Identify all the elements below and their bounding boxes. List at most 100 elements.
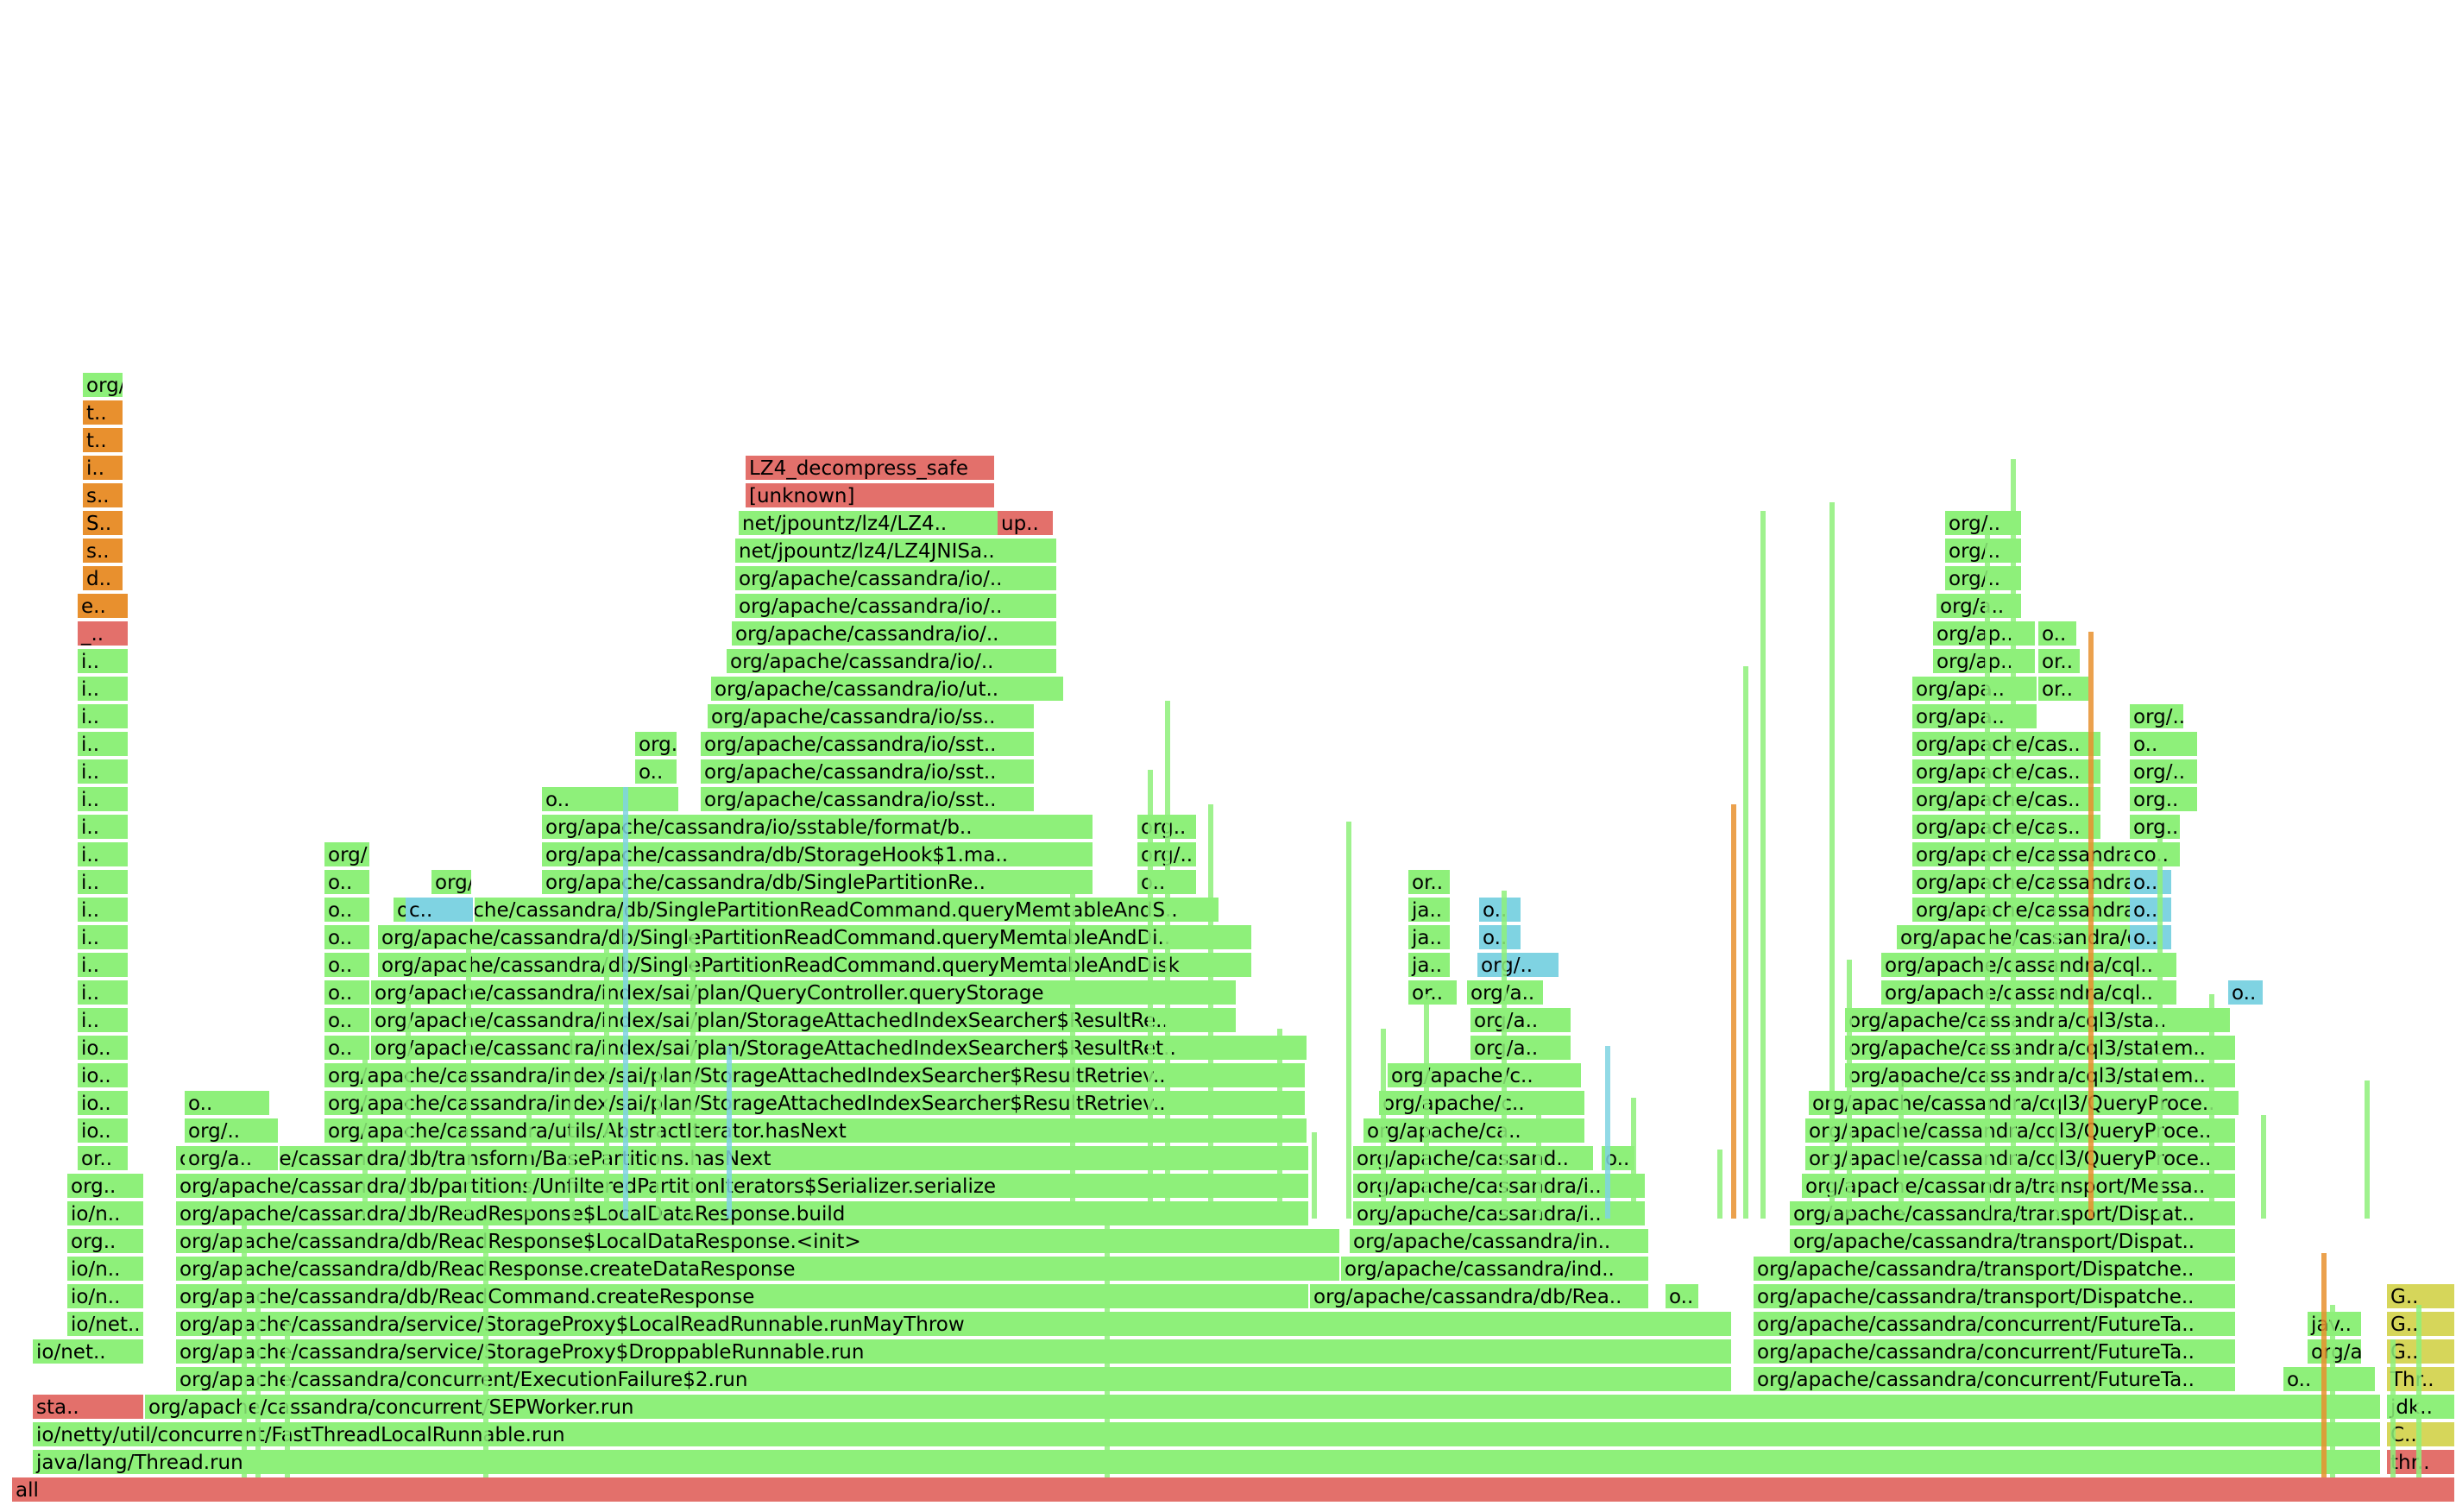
flame-frame[interactable]: org/apache/cassandra/cql3/statem.. <box>1845 1063 2237 1089</box>
flame-frame[interactable]: org/apache/cassandra/io/ut.. <box>711 677 1065 702</box>
flame-frame[interactable]: java/lang/Thread.run <box>33 1450 2382 1476</box>
flame-frame[interactable]: org/a.. <box>83 373 124 399</box>
flame-frame[interactable]: org/apache/cassandra/concurrent/SEPWorke… <box>145 1395 2382 1421</box>
flame-frame[interactable]: Thr.. <box>2387 1367 2456 1393</box>
flame-frame[interactable]: s.. <box>83 539 124 564</box>
flame-frame[interactable]: org/apache/cas.. <box>1912 759 2102 785</box>
flame-frame[interactable]: org/apache/cassandra/cql3/statem.. <box>1845 1036 2237 1062</box>
flame-frame[interactable]: s.. <box>83 483 124 509</box>
flame-frame[interactable]: org/apache/cassandra/db/transform/BasePa… <box>176 1146 1310 1172</box>
flame-frame[interactable]: org/apache/cassandra/service/StorageProx… <box>176 1312 1733 1338</box>
flame-frame[interactable]: org/a.. <box>1470 1036 1572 1062</box>
flame-frame[interactable]: org/apache/cassandra/i.. <box>1353 1174 1647 1200</box>
flame-frame[interactable]: org/.. <box>185 1118 280 1144</box>
flame-frame[interactable]: G.. <box>2387 1312 2456 1338</box>
flame-frame[interactable]: org/apache/cassandra/cql.. <box>1881 980 2178 1006</box>
flame-frame[interactable]: org/apache/cassandra/cql3/QueryProce.. <box>1805 1146 2237 1172</box>
flame-frame[interactable]: or.. <box>1408 870 1452 896</box>
flame-frame[interactable]: i.. <box>78 980 129 1006</box>
flame-frame[interactable]: org/.. <box>1945 511 2023 537</box>
flame-frame[interactable]: org/apache/c.. <box>1388 1063 1583 1089</box>
flame-frame[interactable]: org.. <box>2130 787 2199 813</box>
flame-frame[interactable]: org/.. <box>2130 704 2185 730</box>
flame-frame[interactable]: [unknown] <box>746 483 996 509</box>
flame-frame[interactable]: org/apache/cassandra/io/sst.. <box>701 787 1036 813</box>
flame-frame[interactable]: o.. <box>324 1008 371 1034</box>
flame-frame[interactable]: o.. <box>324 898 371 923</box>
flame-frame[interactable]: org/apache/cassandra/io/sst.. <box>701 732 1036 758</box>
flame-frame[interactable]: o.. <box>2038 621 2078 647</box>
flame-frame[interactable]: org/a.. <box>1936 594 2023 620</box>
flame-frame[interactable]: o.. <box>324 870 371 896</box>
flame-frame[interactable]: o.. <box>2130 870 2173 896</box>
flame-frame[interactable]: org/apache/cassandra/io/sstable/format/b… <box>542 815 1094 841</box>
flame-frame[interactable]: up.. <box>998 511 1055 537</box>
flame-frame[interactable]: i.. <box>78 898 129 923</box>
flame-frame[interactable]: org/apache/cassandra/db/ReadResponse.cre… <box>176 1257 1341 1282</box>
flame-frame[interactable]: org/apache/cassandra/db/partitions/Unfil… <box>176 1174 1310 1200</box>
flame-frame[interactable]: org/apache/.. <box>431 870 473 896</box>
flame-frame[interactable]: org/apache/cassandra/index/sai/plan/Quer… <box>371 980 1237 1006</box>
flame-frame[interactable]: i.. <box>78 815 129 841</box>
flame-frame[interactable]: io.. <box>78 1091 129 1117</box>
flame-frame[interactable]: o.. <box>2130 898 2173 923</box>
flame-frame[interactable]: o.. <box>1479 925 1522 951</box>
flame-frame[interactable]: org/apache/cassandra/db/SinglePartitionR… <box>394 898 1220 923</box>
flame-frame[interactable]: i.. <box>83 456 124 482</box>
flame-frame[interactable]: org/apache/cassandra/in.. <box>1350 1229 1650 1255</box>
flame-frame[interactable]: org/apache/cassandra/db/SinglePartitionR… <box>542 870 1094 896</box>
flame-frame[interactable]: io/n.. <box>67 1257 145 1282</box>
flame-frame[interactable]: i.. <box>78 842 129 868</box>
flame-frame[interactable]: jav.. <box>2308 1312 2363 1338</box>
flame-frame[interactable]: org/apache/cassandra/transport/Messa.. <box>1802 1174 2237 1200</box>
flame-frame[interactable]: org/apache/cas.. <box>1912 732 2102 758</box>
flame-frame[interactable]: net/jpountz/lz4/LZ4JNISa.. <box>735 539 1058 564</box>
flame-frame[interactable]: jdk.. <box>2387 1395 2456 1421</box>
flame-frame[interactable]: i.. <box>78 870 129 896</box>
flame-frame[interactable]: o.. <box>324 953 371 979</box>
flame-frame[interactable]: or.. <box>2038 677 2090 702</box>
flame-frame[interactable]: ja.. <box>1408 898 1452 923</box>
flame-frame[interactable]: org/.. <box>1945 566 2023 592</box>
flame-frame[interactable]: d.. <box>83 566 124 592</box>
flame-frame[interactable]: org/apache/cassandra/concurrent/Executio… <box>176 1367 1733 1393</box>
flame-frame[interactable]: org/apache/cassandra/db/SinglePartitionR… <box>378 953 1253 979</box>
flame-frame[interactable]: org/ap.. <box>2308 1339 2363 1365</box>
flame-frame[interactable]: org/apache/cassandra/cql3/QueryProce.. <box>1809 1091 2240 1117</box>
flame-frame[interactable]: org/apache/cassandra/db/ReadResponse$Loc… <box>176 1229 1341 1255</box>
flame-frame[interactable]: org/apache/cassandra/d.. <box>1897 925 2175 951</box>
flame-frame[interactable]: c.. <box>406 898 475 923</box>
flame-frame[interactable]: ja.. <box>1408 953 1452 979</box>
flame-frame[interactable]: i.. <box>78 925 129 951</box>
flame-frame[interactable]: sta.. <box>33 1395 145 1421</box>
flame-frame[interactable]: org/apache/cassandra/utils/AbstractItera… <box>324 1118 1308 1144</box>
flame-frame[interactable]: t.. <box>83 428 124 454</box>
flame-frame[interactable]: org/apache/cas.. <box>1912 787 2102 813</box>
flame-frame[interactable]: i.. <box>78 787 129 813</box>
flame-frame[interactable]: org/apache/cassandra/.. <box>1912 842 2173 868</box>
flame-frame[interactable]: net/jpountz/lz4/LZ4.. <box>739 511 1001 537</box>
flame-frame[interactable]: org/apache/cassandra/concurrent/FutureTa… <box>1754 1367 2237 1393</box>
flame-frame[interactable]: o.. <box>324 980 371 1006</box>
flame-frame[interactable]: io.. <box>78 1118 129 1144</box>
flame-frame[interactable]: thr.. <box>2387 1450 2456 1476</box>
flame-frame[interactable]: org/.. <box>2130 759 2199 785</box>
flame-frame[interactable]: all <box>12 1477 2456 1503</box>
flame-frame[interactable]: io/n.. <box>67 1201 145 1227</box>
flame-frame[interactable]: org.. <box>2130 815 2182 841</box>
flame-frame[interactable]: org/apache/cassandra/service/StorageProx… <box>176 1339 1733 1365</box>
flame-frame[interactable]: o.. <box>635 759 678 785</box>
flame-frame[interactable]: io.. <box>78 1036 129 1062</box>
flame-frame[interactable]: org/apache/cassandra/i.. <box>1353 1201 1647 1227</box>
flame-frame[interactable]: i.. <box>78 704 129 730</box>
flame-frame[interactable]: o.. <box>2130 732 2199 758</box>
flame-frame[interactable]: org/apache/cassandra/io/ss.. <box>708 704 1036 730</box>
flame-frame[interactable]: io/net.. <box>67 1312 145 1338</box>
flame-frame[interactable]: o.. <box>1666 1284 1700 1310</box>
flame-frame[interactable]: org/apache/cassand.. <box>1353 1146 1595 1172</box>
flame-frame[interactable]: org/apache/cassandra/ind.. <box>1341 1257 1650 1282</box>
flame-frame[interactable]: or.. <box>78 1146 129 1172</box>
flame-frame[interactable]: org/apache/cassandra/db/Rea.. <box>1310 1284 1650 1310</box>
flame-frame[interactable]: org/apache/cassandra/transport/Dispatche… <box>1754 1284 2237 1310</box>
flame-frame[interactable]: o.. <box>2130 925 2173 951</box>
